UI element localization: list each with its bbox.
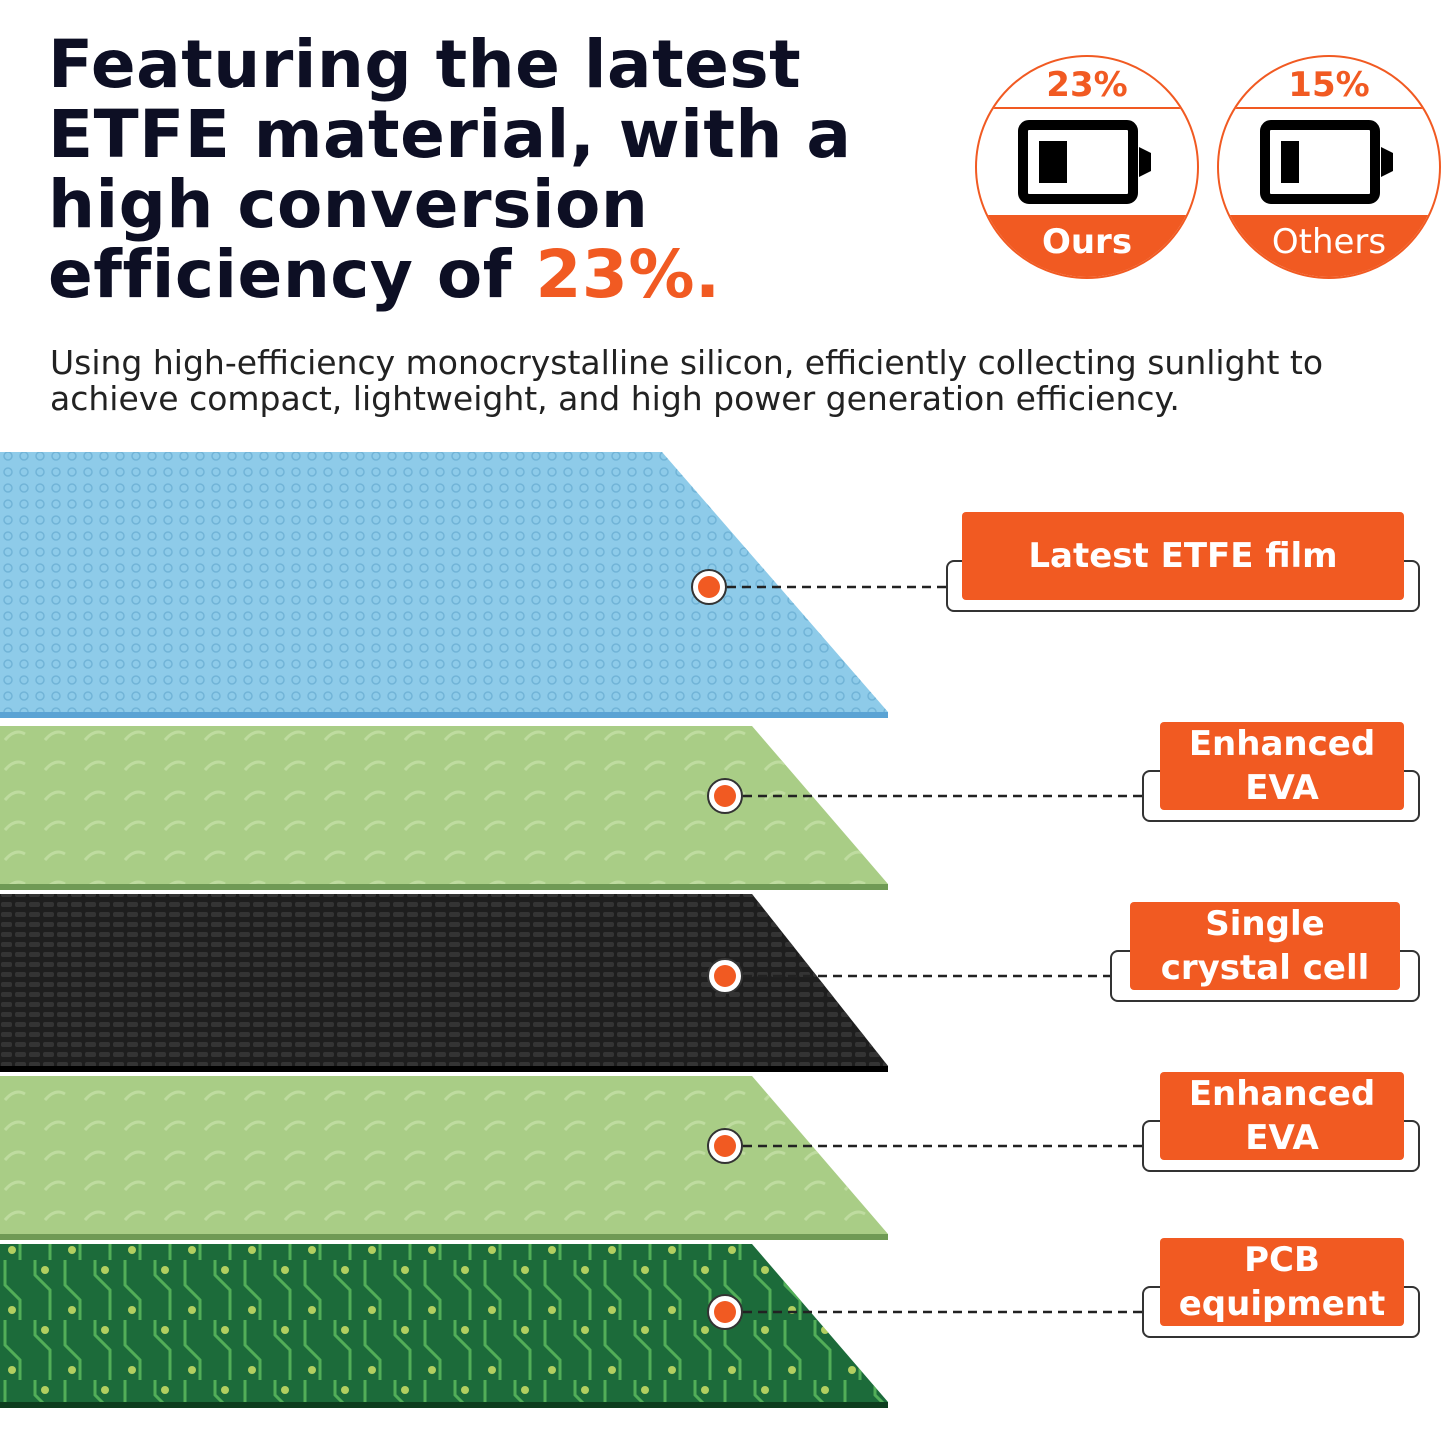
layer-edge (0, 1402, 888, 1408)
layer-texture (0, 726, 888, 884)
layer-texture (0, 1076, 888, 1234)
layer-edge (0, 1066, 888, 1072)
others-efficiency-badge: 15% Others (1217, 55, 1441, 279)
layer-label-1: Latest ETFE film (946, 512, 1420, 612)
layer-label-4: Enhanced EVA (1142, 1072, 1420, 1172)
headline: Featuring the latest ETFE material, with… (48, 30, 988, 310)
label-text: PCB equipment (1160, 1238, 1404, 1326)
ours-label: Ours (977, 215, 1197, 277)
marker-dot-center (714, 1301, 736, 1323)
label-text: Single crystal cell (1130, 902, 1400, 990)
battery-icon (1018, 120, 1151, 204)
battery-level-fill (1039, 141, 1067, 183)
marker-dot-center (714, 785, 736, 807)
layer-label-2: Enhanced EVA (1142, 722, 1420, 822)
layer-label-3: Single crystal cell (1110, 902, 1420, 1002)
headline-main: Featuring the latest ETFE material, with… (48, 26, 852, 313)
layer-edge (0, 712, 888, 718)
marker-dot-center (698, 576, 720, 598)
layer-label-5: PCB equipment (1142, 1238, 1420, 1338)
badge-divider (1219, 107, 1439, 109)
layer-texture (0, 1244, 888, 1402)
label-text: Enhanced EVA (1160, 722, 1404, 810)
battery-level-fill (1281, 141, 1299, 183)
layer-texture (0, 894, 888, 1066)
description: Using high-efficiency monocrystalline si… (50, 343, 1324, 418)
marker-dot-center (714, 1135, 736, 1157)
layer-edge (0, 1234, 888, 1240)
layer-texture (0, 452, 888, 712)
others-percent: 15% (1288, 65, 1370, 105)
ours-efficiency-badge: 23% Ours (975, 55, 1199, 279)
marker-dot-center (714, 965, 736, 987)
battery-icon (1260, 120, 1393, 204)
badge-divider (977, 107, 1197, 109)
layer-edge (0, 884, 888, 890)
label-text: Latest ETFE film (962, 512, 1404, 600)
label-text: Enhanced EVA (1160, 1072, 1404, 1160)
others-label: Others (1219, 215, 1439, 277)
headline-accent: 23%. (535, 236, 721, 313)
ours-percent: 23% (1046, 65, 1128, 105)
